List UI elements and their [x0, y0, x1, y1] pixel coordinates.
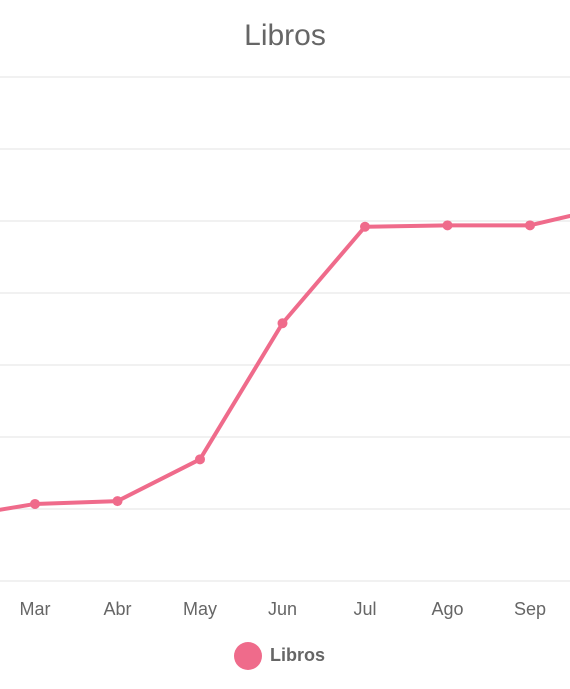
x-tick-label: Jul	[353, 599, 376, 619]
x-tick-label: Jun	[268, 599, 297, 619]
data-point	[30, 498, 40, 509]
legend-label: Libros	[270, 645, 325, 665]
data-point	[277, 318, 288, 329]
x-tick-label: Sep	[514, 599, 546, 619]
x-tick-label: May	[183, 599, 217, 619]
x-tick-label: Ago	[431, 599, 463, 619]
data-point	[442, 220, 453, 231]
x-tick-label: Abr	[103, 599, 131, 619]
plot-area	[0, 76, 570, 582]
legend-marker	[234, 642, 262, 670]
data-point	[195, 454, 205, 465]
x-tick-label: Mar	[20, 599, 51, 619]
data-point	[360, 221, 370, 232]
data-point	[525, 220, 535, 231]
data-point	[112, 496, 123, 507]
series-line	[0, 213, 570, 512]
chart-title: Libros	[244, 19, 326, 52]
